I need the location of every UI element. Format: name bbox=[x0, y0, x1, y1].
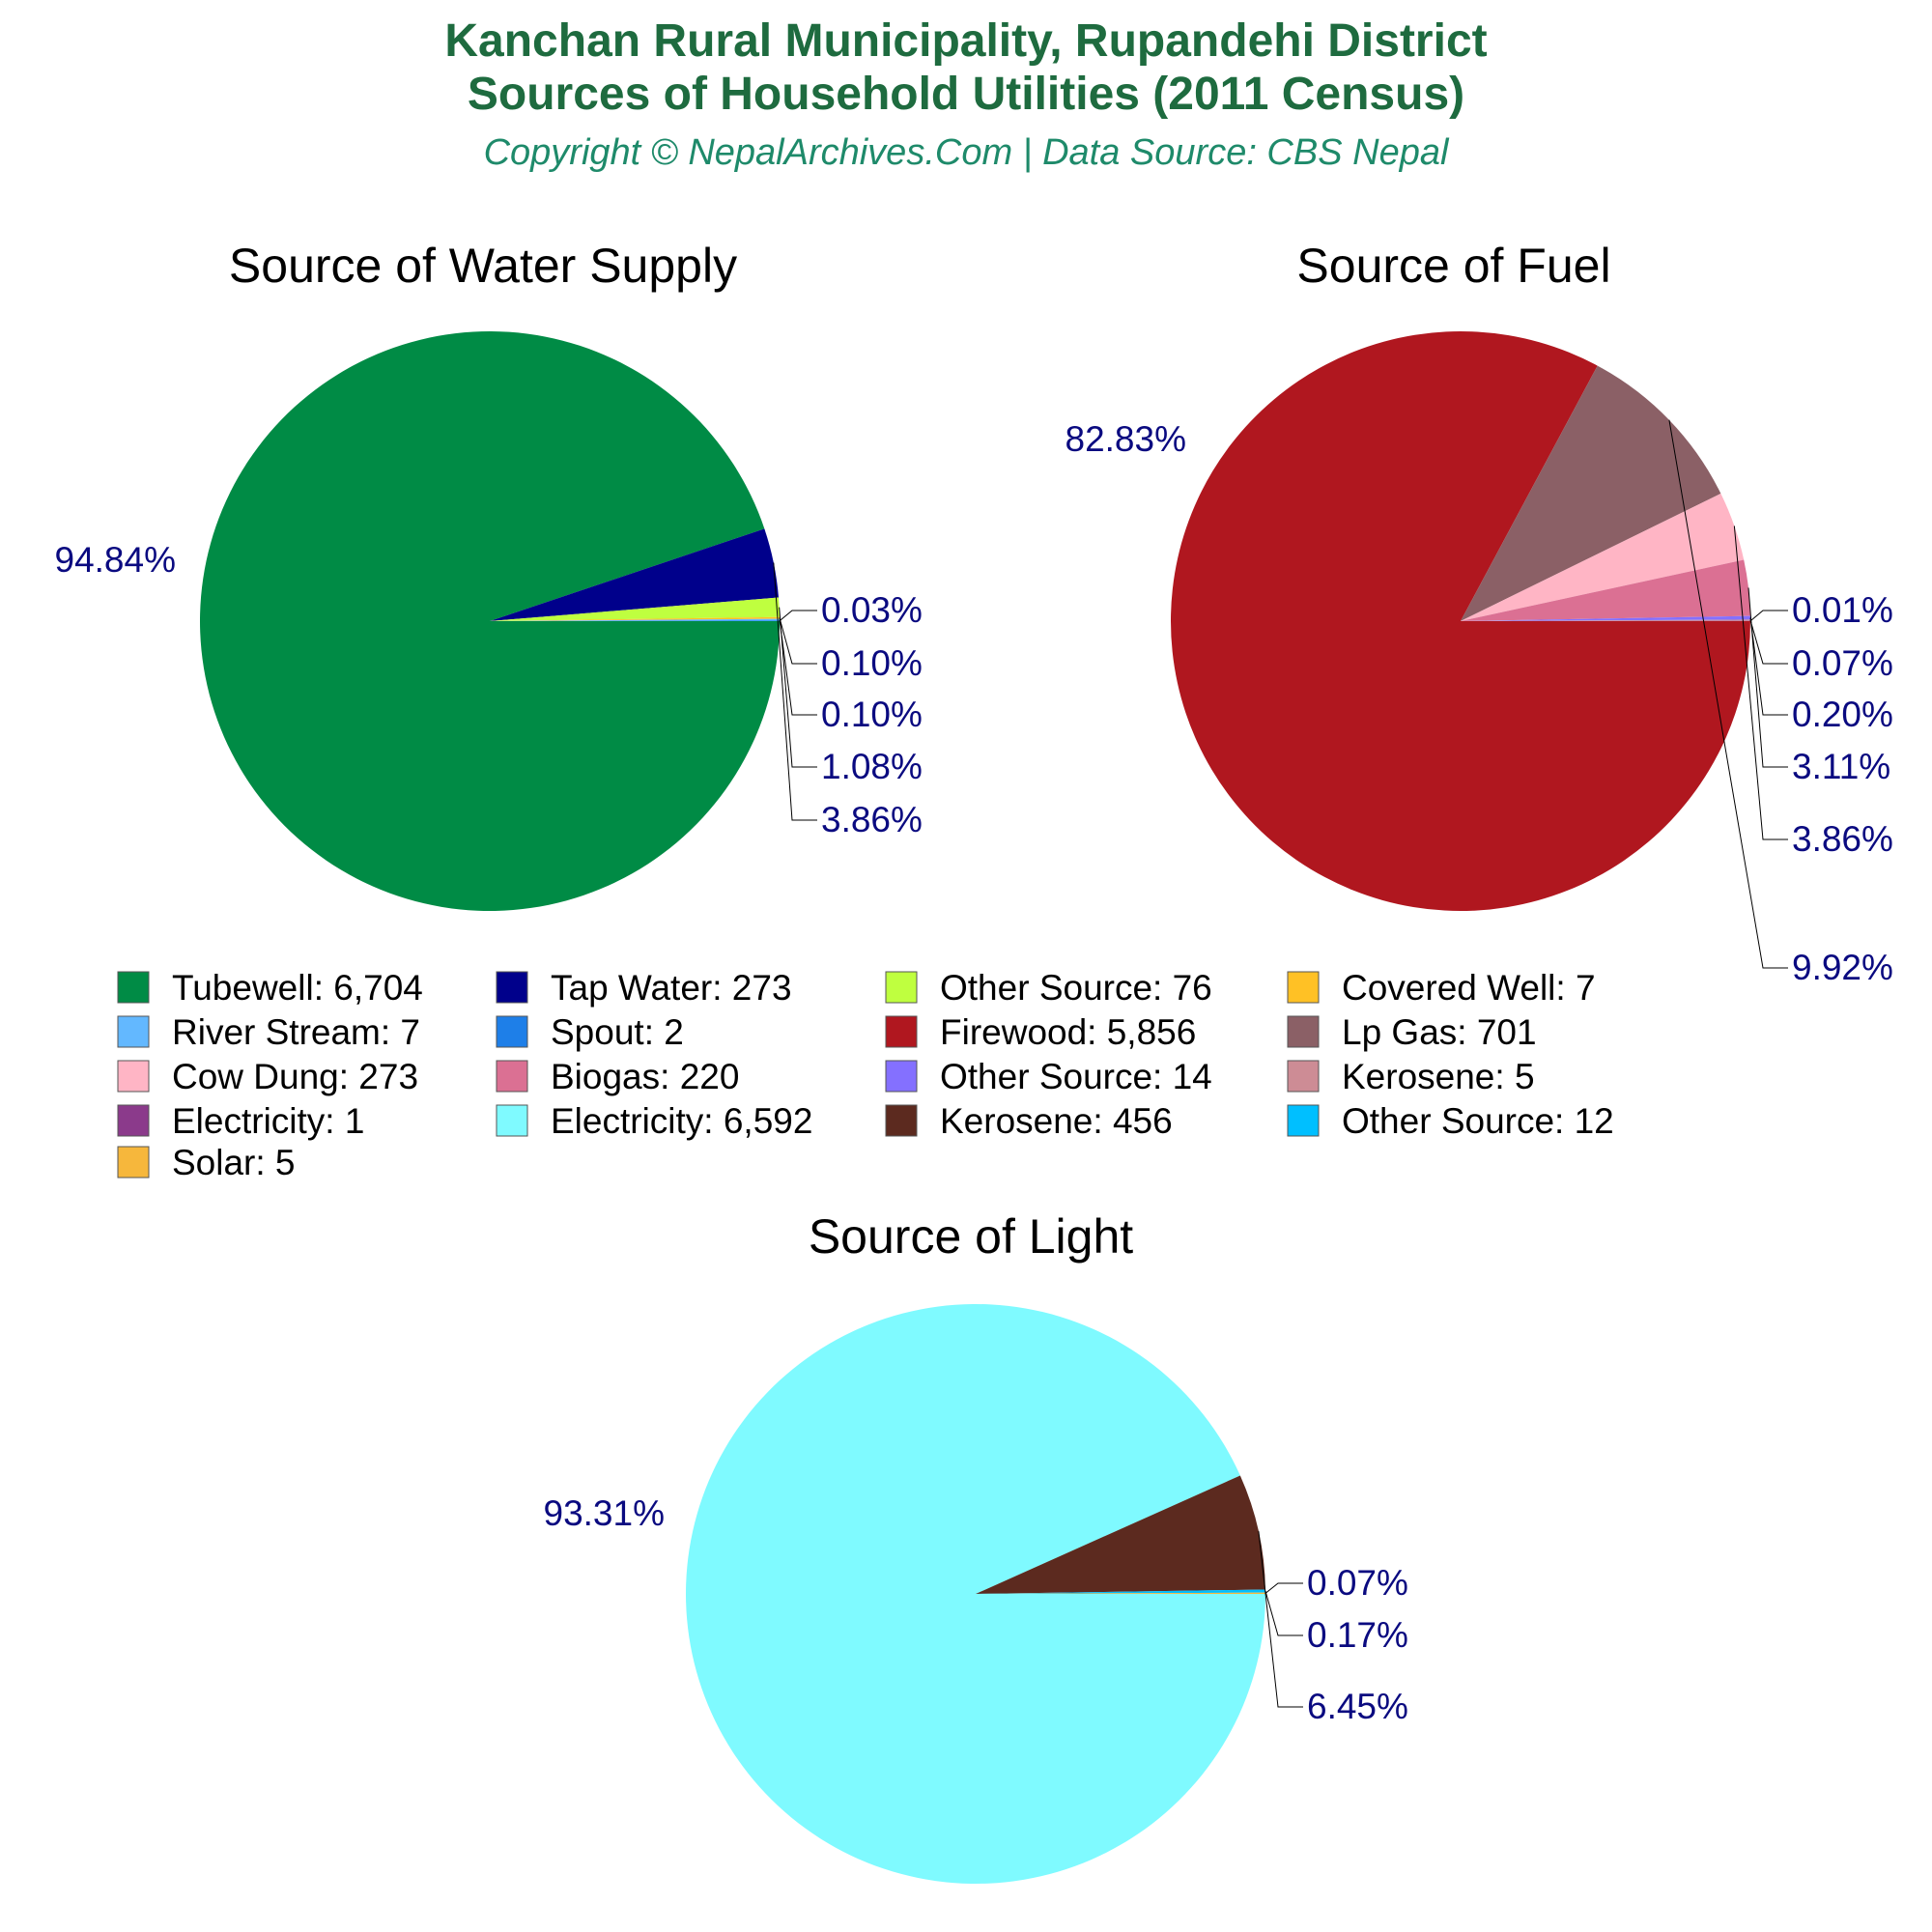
leader-line bbox=[779, 607, 817, 768]
leader-line bbox=[1747, 587, 1788, 768]
copyright-subtitle: Copyright © NepalArchives.Com | Data Sou… bbox=[484, 132, 1450, 173]
legend-label: Solar: 5 bbox=[172, 1143, 296, 1182]
legend-swatch bbox=[1287, 1104, 1320, 1137]
legend-swatch bbox=[117, 971, 150, 1004]
leader-line bbox=[1733, 526, 1788, 840]
legend-label: Firewood: 5,856 bbox=[940, 1012, 1196, 1052]
fuel-chart-title: Source of Fuel bbox=[1296, 239, 1610, 293]
pie-slice-kerosene bbox=[1461, 619, 1751, 621]
pie-slice-covered-well bbox=[490, 616, 780, 621]
light-chart-title: Source of Light bbox=[809, 1209, 1133, 1264]
legend-swatch bbox=[496, 1060, 528, 1093]
legend-swatch bbox=[496, 1104, 528, 1137]
main-title-line2: Sources of Household Utilities (2011 Cen… bbox=[468, 69, 1464, 120]
pct-label: 1.08% bbox=[821, 747, 923, 786]
legend-swatch bbox=[496, 1015, 528, 1048]
pie-slice-solar bbox=[976, 1592, 1266, 1594]
leader-line bbox=[1749, 619, 1788, 665]
legend-label: River Stream: 7 bbox=[172, 1012, 420, 1052]
water-supply-pie: 94.84% 0.03% 0.10% 0.10% 1.08% 3.86% bbox=[55, 330, 923, 911]
legend-swatch bbox=[117, 1015, 150, 1048]
legend-label: Tubewell: 6,704 bbox=[172, 968, 423, 1008]
legend-swatch bbox=[885, 1060, 918, 1093]
pie-slice-lp-gas bbox=[1461, 365, 1721, 621]
legend-label: Other Source: 76 bbox=[940, 968, 1212, 1008]
legend-swatch bbox=[885, 1015, 918, 1048]
legend-label: Other Source: 14 bbox=[940, 1057, 1212, 1096]
pie-slice-other-source bbox=[1461, 615, 1750, 621]
legend: Tubewell: 6,704 Tap Water: 273 Other Sourc… bbox=[117, 968, 1614, 1182]
pct-label: 93.31% bbox=[544, 1493, 666, 1533]
legend-swatch bbox=[1287, 971, 1320, 1004]
leader-line bbox=[1749, 617, 1788, 716]
leader-line bbox=[1668, 419, 1788, 969]
legend-label: Tap Water: 273 bbox=[551, 968, 792, 1008]
pie-slice-kerosene bbox=[976, 1475, 1265, 1594]
pie-slice-firewood bbox=[1171, 331, 1750, 912]
pct-label: 3.86% bbox=[1792, 819, 1893, 859]
pct-label: 0.07% bbox=[1307, 1563, 1408, 1603]
legend-label: Electricity: 1 bbox=[172, 1101, 364, 1141]
water-chart-title: Source of Water Supply bbox=[229, 239, 737, 293]
pie-slice-spout bbox=[490, 620, 781, 621]
pct-label: 0.03% bbox=[821, 590, 923, 630]
pct-label: 82.83% bbox=[1065, 419, 1187, 459]
pie-slice-tap-water bbox=[490, 528, 779, 621]
legend-swatch bbox=[1287, 1015, 1320, 1048]
legend-swatch bbox=[117, 1060, 150, 1093]
legend-label: Cow Dung: 273 bbox=[172, 1057, 418, 1096]
pct-label: 94.84% bbox=[55, 540, 177, 580]
legend-label: Spout: 2 bbox=[551, 1012, 684, 1052]
main-title-line1: Kanchan Rural Municipality, Rupandehi Di… bbox=[444, 15, 1487, 67]
legend-label: Covered Well: 7 bbox=[1342, 968, 1596, 1008]
legend-label: Electricity: 6,592 bbox=[551, 1101, 812, 1141]
pie-slice-electricity bbox=[686, 1303, 1265, 1884]
pie-slice-biogas bbox=[1461, 559, 1750, 621]
pct-label: 0.17% bbox=[1307, 1615, 1408, 1655]
pct-label: 0.07% bbox=[1792, 643, 1893, 683]
leader-line bbox=[1264, 1582, 1303, 1594]
leader-line bbox=[779, 610, 817, 622]
pct-label: 6.45% bbox=[1307, 1687, 1408, 1726]
pct-label: 3.86% bbox=[821, 800, 923, 839]
pct-label: 0.01% bbox=[1792, 590, 1893, 630]
pct-label: 0.10% bbox=[821, 643, 923, 683]
leader-line bbox=[779, 617, 817, 665]
pie-slice-cow-dung bbox=[1461, 493, 1745, 621]
leader-line bbox=[773, 562, 817, 821]
legend-swatch bbox=[1287, 1060, 1320, 1093]
pct-label: 0.10% bbox=[821, 695, 923, 734]
leader-line bbox=[779, 619, 817, 716]
legend-swatch bbox=[496, 971, 528, 1004]
legend-label: Lp Gas: 701 bbox=[1342, 1012, 1537, 1052]
fuel-pie: 82.83% 0.01% 0.07% 0.20% 3.11% 3.86% 9.92% bbox=[1065, 331, 1893, 987]
light-pie: 93.31% 0.07% 0.17% 6.45% bbox=[544, 1303, 1408, 1884]
leader-line bbox=[1258, 1531, 1303, 1708]
legend-label: Biogas: 220 bbox=[551, 1057, 739, 1096]
leader-line bbox=[1749, 610, 1788, 622]
legend-label: Other Source: 12 bbox=[1342, 1101, 1614, 1141]
legend-label: Kerosene: 456 bbox=[940, 1101, 1173, 1141]
pie-slice-river-stream bbox=[490, 618, 780, 621]
pct-label: 0.20% bbox=[1792, 695, 1893, 734]
legend-swatch bbox=[885, 971, 918, 1004]
pct-label: 9.92% bbox=[1792, 948, 1893, 987]
legend-swatch bbox=[117, 1104, 150, 1137]
pie-slice-other-source bbox=[490, 597, 780, 621]
legend-swatch bbox=[885, 1104, 918, 1137]
pct-label: 3.11% bbox=[1792, 747, 1890, 786]
legend-label: Kerosene: 5 bbox=[1342, 1057, 1535, 1096]
pie-slice-other-source bbox=[976, 1589, 1265, 1594]
legend-swatch bbox=[117, 1146, 150, 1179]
leader-line bbox=[1264, 1590, 1303, 1636]
